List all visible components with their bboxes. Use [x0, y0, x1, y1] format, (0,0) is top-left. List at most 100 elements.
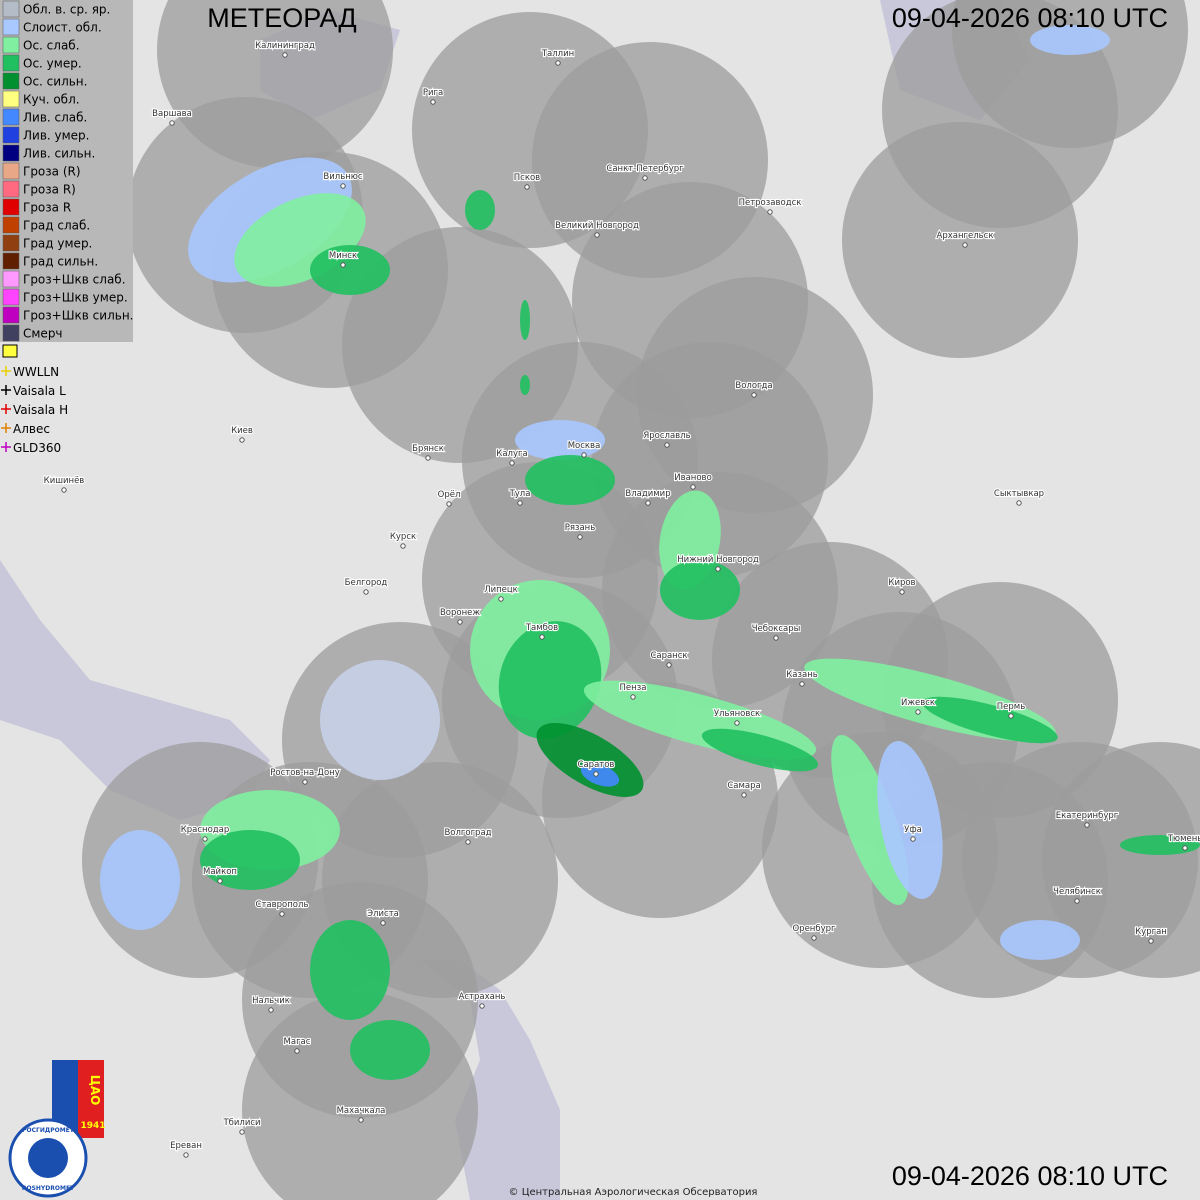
city-label: Курган [1135, 927, 1167, 937]
city-dot [741, 792, 747, 798]
city-label: Махачкала [337, 1106, 386, 1116]
legend-swatch [2, 198, 20, 216]
city-label: Иваново [674, 473, 712, 483]
city-dot [1016, 500, 1022, 506]
legend-label: Лив. сильн. [23, 147, 95, 161]
city-label: Саранск [650, 651, 687, 661]
city-dot [799, 681, 805, 687]
city-label: Рига [423, 88, 443, 98]
city-dot [715, 566, 721, 572]
city-dot [400, 543, 406, 549]
city-dot [645, 500, 651, 506]
legend-label: Гроза R [23, 201, 71, 215]
legend-label: Гроз+Шкв умер. [23, 291, 128, 305]
legend-swatch [2, 72, 20, 90]
city-dot [479, 1003, 485, 1009]
legend: Обл. в. ср. яр. Слоист. обл. Ос. слаб. Ос. … [0, 0, 133, 455]
precip-area [922, 696, 1058, 744]
logo-year: 1941 [80, 1121, 105, 1131]
city-dot [457, 619, 463, 625]
legend-swatch [2, 162, 20, 180]
city-label: Москва [568, 441, 601, 451]
lightning-symbol [1, 404, 11, 414]
city-label: Магас [284, 1037, 311, 1047]
city-dot [593, 771, 599, 777]
lightning-symbol [1, 385, 11, 395]
legend-swatch [2, 324, 20, 342]
legend-label: Смерч [23, 327, 63, 341]
city-dot [425, 455, 431, 461]
city-dot [169, 120, 175, 126]
precip-area [310, 245, 390, 295]
city-label: Калуга [496, 449, 527, 459]
legend-label: Град умер. [23, 237, 92, 251]
legend-swatch [2, 270, 20, 288]
city-label: Киев [231, 426, 253, 436]
city-dot [773, 635, 779, 641]
legend-label: Лив. умер. [23, 129, 90, 143]
legend-label: Гроза R) [23, 183, 76, 197]
city-label: Варшава [152, 109, 192, 119]
city-label: Кишинёв [44, 476, 85, 486]
precip-area [100, 830, 180, 930]
city-dot [217, 878, 223, 884]
logo-text: РОСГИДРОМЕТ [22, 1127, 75, 1134]
precip-area [520, 375, 530, 395]
city-label: Липецк [484, 585, 518, 595]
city-dot [509, 460, 515, 466]
city-label: Владимир [625, 489, 670, 499]
legend-label: Куч. обл. [23, 93, 80, 107]
city-label: Тбилиси [222, 1118, 260, 1128]
precip-area [580, 763, 620, 787]
city-label: Ульяновск [714, 709, 760, 719]
legend-label: Обл. в. ср. яр. [23, 3, 110, 17]
legend-label: Град сильн. [23, 255, 98, 269]
precipitation [100, 25, 1200, 1080]
precip-area [520, 300, 530, 340]
city-dot [642, 175, 648, 181]
precip-area [831, 734, 909, 906]
city-dot [446, 501, 452, 507]
logo-inner [28, 1138, 68, 1178]
city-label: Великий Новгород [555, 221, 639, 231]
city-label: Тамбов [525, 623, 558, 633]
city-label: Ижевск [901, 698, 935, 708]
city-label: Рязань [565, 523, 596, 533]
city-label: Оренбург [792, 924, 836, 934]
city-label: Минск [329, 251, 357, 261]
city-label: Астрахань [459, 992, 506, 1002]
city-label: Курск [390, 532, 416, 542]
city-label: Санкт-Петербург [606, 164, 684, 174]
precip-area [320, 660, 440, 780]
city-dot [524, 184, 530, 190]
precip-area [701, 728, 819, 772]
legend-swatch [2, 0, 20, 18]
city-dot [183, 1152, 189, 1158]
city-dot [517, 500, 523, 506]
city-dot [690, 484, 696, 490]
legend-swatch [2, 126, 20, 144]
city-label: Петрозаводск [739, 198, 802, 208]
precip-area [310, 920, 390, 1020]
city-dot [734, 720, 740, 726]
city-dot [363, 589, 369, 595]
city-label: Архангельск [937, 231, 994, 241]
precip-area [877, 741, 943, 899]
legend-label: Лив. слаб. [23, 111, 87, 125]
legend-swatch [2, 18, 20, 36]
copyright: © Центральная Аэрологическая Обсерватори… [509, 1187, 758, 1198]
city-dot [302, 779, 308, 785]
city-dot [239, 437, 245, 443]
city-label: Элиста [367, 909, 399, 919]
city-dot [1008, 713, 1014, 719]
lightning-label: Vaisala H [13, 403, 68, 417]
city-dot [581, 452, 587, 458]
city-dot [767, 209, 773, 215]
precip-area [498, 621, 602, 739]
city-label: Вильнюс [323, 172, 363, 182]
city-dot [1084, 822, 1090, 828]
city-label: Таллин [541, 49, 574, 59]
city-label: Челябинск [1053, 887, 1101, 897]
city-dot [430, 99, 436, 105]
